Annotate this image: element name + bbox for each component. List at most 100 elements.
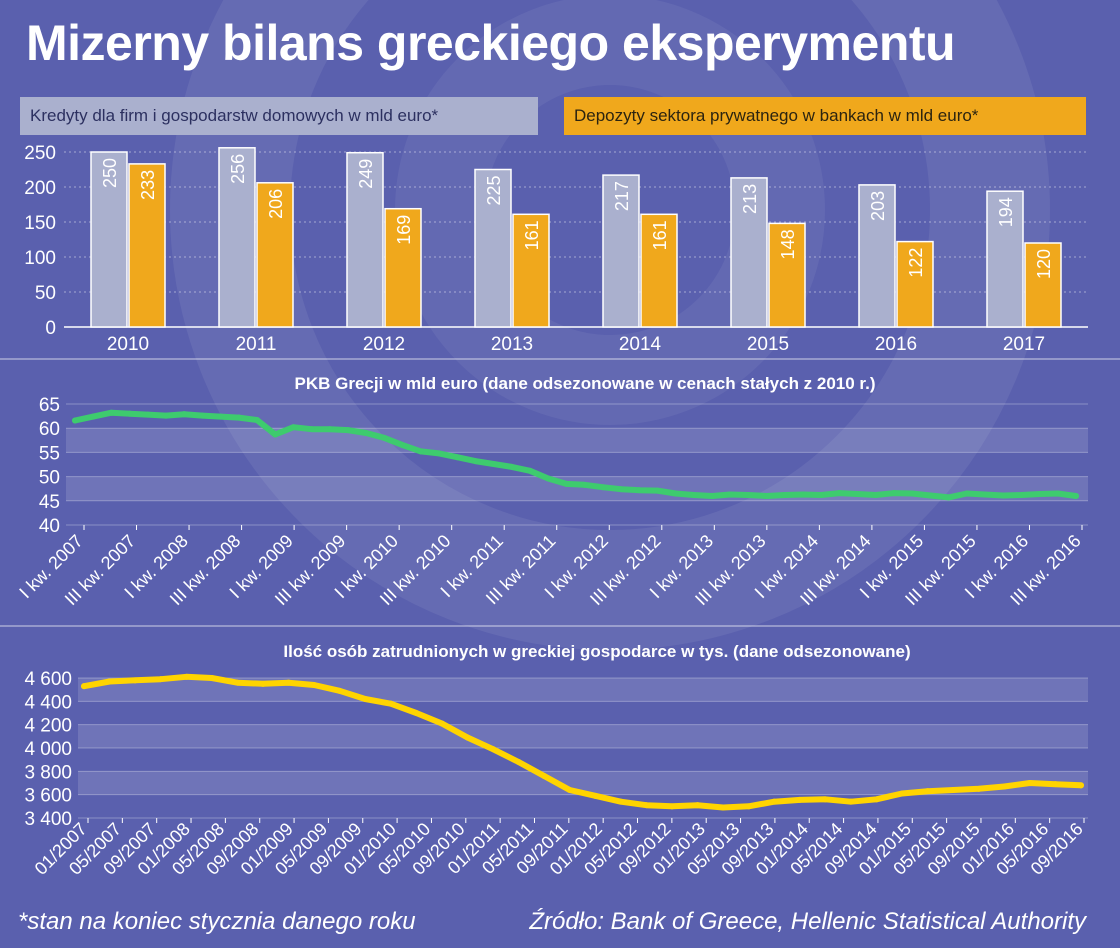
bar-loans [90,151,128,328]
data-point [234,679,241,686]
data-point [847,798,854,805]
data-point [72,417,78,424]
data-point [781,491,788,498]
y-tick-label: 200 [24,178,56,199]
chart-title: PKB Grecji w mld euro (dane odsezonowane… [294,374,875,393]
data-point [527,467,533,474]
data-point [183,673,190,680]
data-label-loans: 203 [868,191,888,221]
bar-loans [602,174,640,328]
data-point [545,475,552,482]
data-point [417,448,424,455]
data-point [1054,490,1061,497]
data-point [945,494,952,501]
data-point [617,798,624,805]
data-point [541,773,548,779]
bar-chart-loans-deposits: 0 50 100 150 200 250 2010 250 233 2011 256 206 2012 2… [0,143,1120,360]
data-point [745,803,752,810]
data-point [199,412,206,419]
data-point [1052,781,1059,788]
bar-deposits [640,213,678,328]
data-point [924,788,931,795]
bar-deposits [768,222,806,328]
bar-loans [986,190,1024,328]
data-point [438,720,445,727]
data-point [1018,491,1025,498]
x-tick-label: 2017 [1003,334,1045,355]
data-point [672,490,679,497]
x-tick-label: 2014 [619,334,662,355]
data-point [690,491,697,498]
data-point [950,787,957,793]
data-label-deposits: 206 [266,189,286,219]
data-point [982,491,988,498]
data-label-loans: 249 [356,159,376,189]
legend-loans: Kredyty dla firm i gospodarstw domowych … [20,97,538,135]
x-tick-label: 2015 [747,334,789,355]
data-point [745,491,752,498]
data-point [854,491,861,498]
data-point [157,676,164,683]
data-point [254,416,260,423]
y-tick-label: 150 [24,213,56,234]
bar-deposits [1024,242,1062,328]
page-title: Mizerny bilans greckiego eksperymentu [26,15,956,71]
data-label-loans: 217 [612,181,632,211]
x-tick-label: 2016 [875,334,917,355]
data-point [285,679,292,686]
y-tick-label: 100 [24,248,56,269]
y-tick-label: 45 [39,492,60,513]
chart-title: Ilość osób zatrudnionych w greckiej gosp… [283,642,910,661]
data-point [436,450,442,457]
data-point [720,804,727,811]
y-tick-label: 60 [39,419,60,440]
data-point [763,492,770,499]
data-point [1000,492,1007,499]
data-point [336,687,343,694]
y-tick-label: 4 600 [24,669,72,690]
data-label-loans: 213 [740,184,760,214]
data-point [217,413,224,420]
bar-loans [858,184,896,328]
data-point [132,677,139,684]
data-point [873,796,880,803]
data-point [508,463,515,470]
bar-loans [474,168,512,328]
data-label-deposits: 148 [778,229,798,259]
data-point [796,796,803,803]
data-point [818,491,825,498]
data-point [490,746,497,753]
data-point [694,802,701,809]
x-tick-label: 2011 [236,334,277,355]
footnote: *stan na koniec stycznia danego roku [18,908,416,935]
bar-deposits [896,240,934,328]
bar-deposits [256,182,294,328]
data-point [144,411,151,418]
y-tick-label: 65 [39,395,60,416]
data-label-loans: 250 [100,158,120,188]
data-label-loans: 225 [484,176,504,206]
y-tick-label: 55 [39,443,60,464]
data-point [181,411,188,418]
x-tick-label: 2013 [491,334,533,355]
data-point [363,430,370,437]
data-label-deposits: 169 [394,215,414,245]
data-point [800,491,806,498]
data-label-deposits: 161 [650,220,670,250]
data-point [387,700,394,707]
legend-deposits: Depozyty sektora prywatnego w bankach w … [564,97,1086,135]
data-point [899,790,906,797]
data-point [668,803,675,810]
grid-band [78,724,1088,748]
data-point [464,734,471,741]
data-point [927,492,934,499]
y-tick-label: 3 600 [24,786,72,807]
data-point [454,454,461,461]
data-point [259,680,266,687]
data-label-loans: 194 [996,197,1016,227]
data-point [308,426,315,433]
series-line [81,673,1084,811]
data-point [1078,782,1084,789]
data-point [399,442,406,449]
data-point [362,696,369,702]
